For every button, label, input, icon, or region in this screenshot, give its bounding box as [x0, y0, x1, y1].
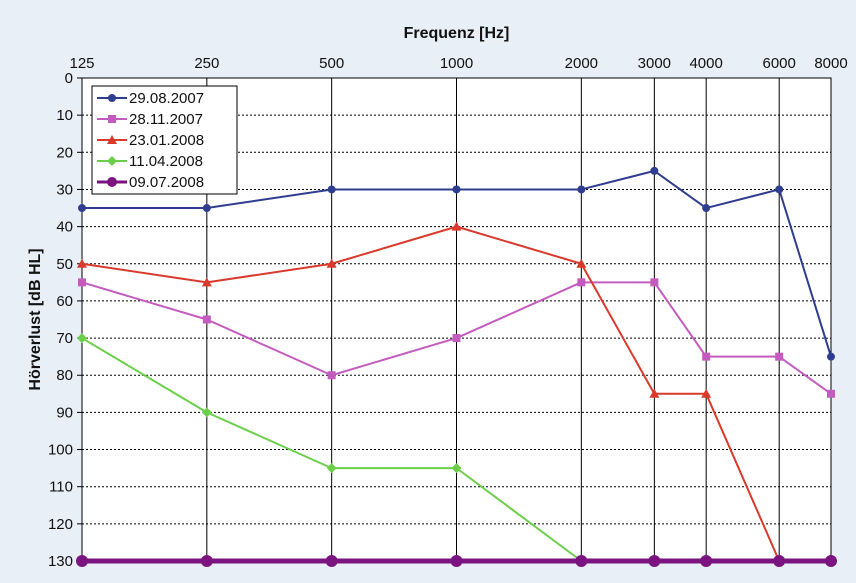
- y-tick-label: 100: [48, 442, 73, 459]
- x-tick-label: 125: [69, 55, 94, 72]
- data-point: [773, 555, 786, 567]
- data-point: [650, 278, 659, 287]
- data-point: [451, 463, 462, 474]
- legend: 29.08.2007 28.11.2007 23.01.2008 11.04.2008…: [91, 85, 238, 195]
- data-point: [200, 555, 213, 567]
- y-axis-title: Hörverlust [dB HL]: [27, 248, 44, 390]
- y-tick-label: 30: [56, 181, 73, 198]
- x-tick-labels: 125 250 500 1000 2000 3000 4000 6000 8000: [69, 55, 847, 72]
- x-tick-label: 500: [319, 55, 344, 72]
- data-point: [107, 177, 117, 187]
- data-point: [452, 334, 461, 343]
- y-tick-label: 60: [56, 293, 73, 310]
- x-tick-label: 4000: [689, 55, 722, 72]
- x-tick-label: 3000: [638, 55, 671, 72]
- data-point: [108, 94, 116, 102]
- series-09.07.2008: [76, 555, 837, 567]
- data-point: [649, 388, 660, 398]
- y-tick-label: 0: [65, 70, 73, 87]
- y-tick-label: 40: [56, 219, 73, 236]
- data-point: [827, 389, 835, 398]
- data-point: [202, 204, 211, 213]
- data-point: [450, 555, 463, 567]
- data-point: [775, 352, 784, 361]
- data-point: [650, 166, 659, 175]
- legend-label: 23.01.2008: [129, 132, 204, 149]
- data-point: [326, 258, 337, 268]
- data-point: [452, 185, 461, 194]
- y-tick-label: 130: [48, 553, 73, 570]
- data-point: [327, 371, 336, 380]
- legend-label: 29.08.2007: [129, 90, 204, 107]
- data-point: [327, 185, 336, 194]
- data-point: [575, 555, 588, 567]
- data-point: [827, 352, 835, 361]
- data-point: [78, 278, 86, 287]
- y-tick-label: 120: [48, 516, 73, 533]
- x-tick-label: 1000: [440, 55, 473, 72]
- series-29.08.2007: [78, 166, 835, 361]
- data-series: [76, 166, 837, 567]
- data-point: [325, 555, 338, 567]
- y-tick-label: 50: [56, 256, 73, 273]
- legend-label: 28.11.2007: [129, 111, 203, 128]
- data-point: [775, 185, 784, 194]
- x-tick-label: 8000: [814, 55, 847, 72]
- data-point: [825, 555, 837, 567]
- x-tick-label: 6000: [763, 55, 796, 72]
- data-point: [701, 388, 712, 398]
- data-point: [702, 352, 711, 361]
- x-axis-title: Frequenz [Hz]: [404, 25, 510, 42]
- series-28.11.2007: [78, 278, 835, 398]
- y-tick-label: 70: [56, 330, 73, 347]
- y-tick-label: 10: [56, 107, 73, 124]
- data-point: [77, 333, 87, 344]
- data-point: [78, 204, 86, 213]
- data-point: [326, 463, 337, 474]
- data-point: [648, 555, 661, 567]
- y-tick-label: 110: [49, 479, 73, 496]
- data-point: [201, 277, 212, 287]
- y-tick-label: 20: [56, 144, 73, 161]
- data-point: [107, 156, 117, 166]
- data-point: [77, 258, 87, 268]
- y-tick-labels: 0 10 20 30 40 50 60 70 80 90 100 110 120 130: [48, 70, 82, 570]
- data-point: [577, 278, 586, 287]
- data-point: [76, 555, 88, 567]
- y-tick-label: 80: [56, 367, 73, 384]
- legend-label: 11.04.2008: [129, 153, 203, 170]
- data-point: [451, 221, 462, 231]
- y-tick-label: 90: [56, 404, 73, 421]
- x-tick-label: 250: [194, 55, 219, 72]
- data-point: [576, 258, 587, 268]
- x-tick-label: 2000: [565, 55, 598, 72]
- data-point: [577, 185, 586, 194]
- legend-label: 09.07.2008: [129, 174, 204, 191]
- data-point: [702, 204, 711, 213]
- data-point: [202, 315, 211, 324]
- data-point: [107, 135, 117, 144]
- data-point: [700, 555, 713, 567]
- data-point: [108, 115, 116, 123]
- data-point: [201, 407, 212, 418]
